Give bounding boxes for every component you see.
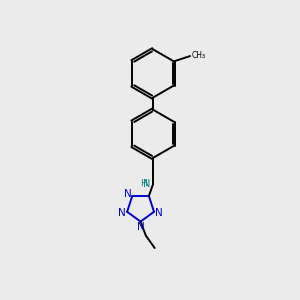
Text: N: N bbox=[124, 189, 131, 199]
Text: N: N bbox=[137, 222, 145, 232]
Text: N: N bbox=[143, 179, 151, 189]
Text: CH₃: CH₃ bbox=[191, 51, 206, 60]
Text: N: N bbox=[155, 208, 163, 218]
Text: H: H bbox=[140, 179, 146, 188]
Text: N: N bbox=[118, 208, 126, 218]
